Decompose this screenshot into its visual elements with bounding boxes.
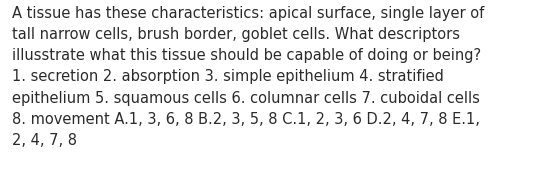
Text: A tissue has these characteristics: apical surface, single layer of
tall narrow : A tissue has these characteristics: apic… — [12, 6, 484, 148]
